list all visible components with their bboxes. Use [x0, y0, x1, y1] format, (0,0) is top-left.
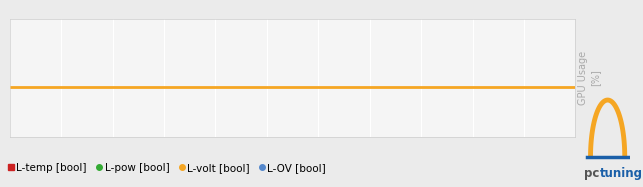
Y-axis label: GPU Usage
[%]: GPU Usage [%] — [578, 50, 600, 105]
Text: pc: pc — [584, 166, 599, 180]
Text: tuning: tuning — [600, 166, 643, 180]
Legend: L-temp [bool], L-pow [bool], L-volt [bool], L-OV [bool]: L-temp [bool], L-pow [bool], L-volt [boo… — [9, 163, 326, 173]
